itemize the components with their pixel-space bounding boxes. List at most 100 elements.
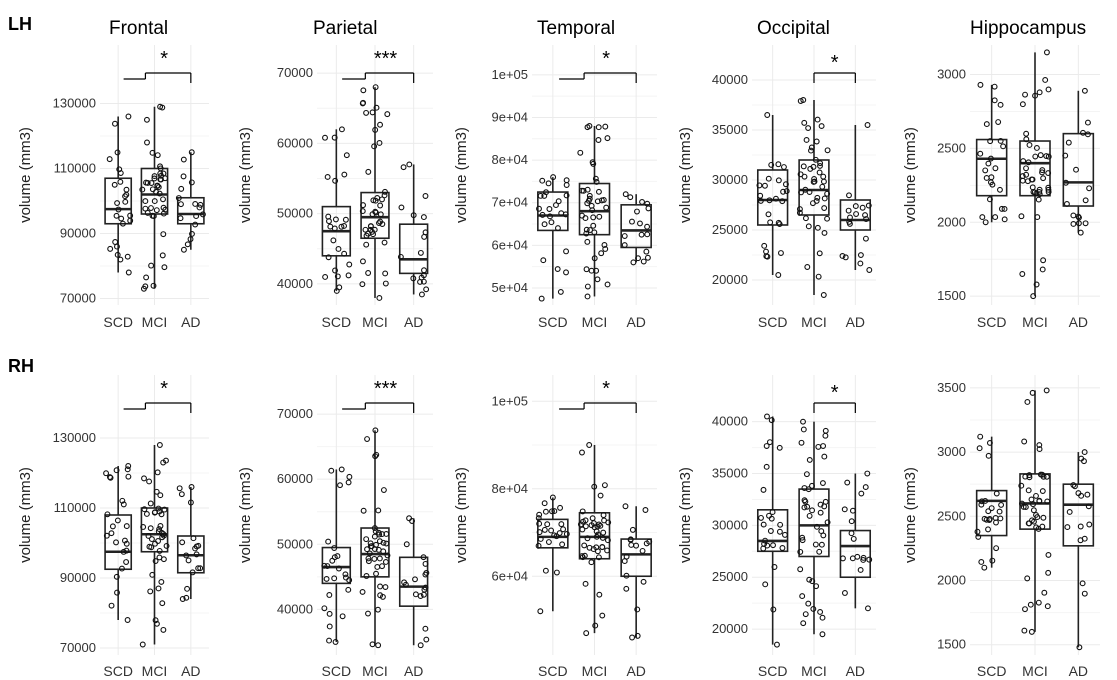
data-point <box>417 278 423 285</box>
data-point <box>640 578 647 585</box>
data-point <box>537 608 544 615</box>
data-point <box>383 531 390 537</box>
y-tick-label: 130000 <box>53 430 96 445</box>
data-point <box>991 97 998 104</box>
box-iqr <box>104 177 133 225</box>
data-point <box>322 274 329 280</box>
data-point <box>123 547 130 554</box>
box-ad <box>175 149 206 253</box>
data-point <box>978 501 985 508</box>
data-point <box>382 559 389 565</box>
data-point <box>818 528 825 535</box>
data-point <box>991 83 998 90</box>
x-tick-label-mci: MCI <box>142 314 168 330</box>
data-point <box>586 544 593 551</box>
data-point <box>997 138 1004 144</box>
data-point <box>849 507 856 514</box>
y-axis-label: volume (mm3) <box>453 467 470 563</box>
data-point <box>582 517 589 524</box>
data-point <box>776 528 783 535</box>
data-point <box>1018 213 1025 220</box>
data-point <box>817 160 824 167</box>
data-point <box>983 175 990 181</box>
data-point <box>188 179 195 186</box>
data-point <box>558 521 565 528</box>
data-point <box>780 188 787 195</box>
data-point <box>535 542 542 549</box>
panel-title-hippocampus: Hippocampus <box>970 18 1086 39</box>
data-point <box>766 439 773 446</box>
y-tick-label: 70000 <box>277 406 313 421</box>
data-point <box>986 196 993 203</box>
box-iqr <box>975 489 1008 537</box>
data-point <box>339 613 346 620</box>
data-point <box>987 155 994 162</box>
data-point <box>846 220 853 227</box>
data-point <box>811 176 818 182</box>
data-point <box>800 426 807 433</box>
box-iqr <box>398 556 429 607</box>
data-point <box>761 242 768 249</box>
data-point <box>330 237 337 244</box>
data-point <box>985 526 991 533</box>
x-tick-label-ad: AD <box>181 314 200 330</box>
data-point <box>1062 179 1069 186</box>
data-point <box>849 555 856 562</box>
data-point <box>864 122 871 128</box>
data-point <box>579 526 586 533</box>
box-iqr <box>398 223 429 275</box>
data-point <box>152 617 159 624</box>
data-point <box>160 204 167 211</box>
box-iqr <box>176 196 205 225</box>
data-point <box>766 512 772 519</box>
data-point <box>822 498 829 505</box>
data-point <box>989 181 996 188</box>
significance-label: * <box>831 382 839 404</box>
panel-lh-hippocampus: Hippocampus volume (mm3) 1500 2000 2500 3000 S… <box>902 18 1100 330</box>
y-tick-label: 50000 <box>277 536 313 551</box>
data-point <box>1044 603 1051 610</box>
y-tick-label: 70000 <box>60 640 96 655</box>
significance-bracket: * <box>559 378 637 413</box>
data-point <box>774 641 780 648</box>
data-point <box>325 538 332 545</box>
data-point <box>1025 487 1032 494</box>
data-point <box>841 590 848 596</box>
data-point <box>818 123 825 130</box>
y-tick-label: 25000 <box>712 569 748 584</box>
x-tick-label-mci: MCI <box>362 663 388 679</box>
data-point <box>421 586 428 593</box>
x-tick-label-ad: AD <box>846 663 865 679</box>
data-point <box>582 580 589 587</box>
data-point <box>1045 569 1052 576</box>
y-tick-label: 1e+05 <box>491 393 528 408</box>
data-point <box>422 571 429 578</box>
data-point <box>556 530 563 537</box>
data-point <box>563 269 569 276</box>
data-point <box>125 463 132 469</box>
data-point <box>592 175 599 182</box>
data-point <box>768 161 775 168</box>
x-tick-label-scd: SCD <box>977 663 1007 679</box>
data-point <box>1031 518 1037 525</box>
data-point <box>148 205 154 211</box>
panel-lh-temporal: Temporal volume (mm3) 5e+04 6e+04 7e+04 8e+04… <box>453 18 657 330</box>
data-point <box>1066 508 1073 515</box>
data-point <box>776 444 783 451</box>
data-point <box>629 218 635 225</box>
data-point <box>328 467 335 474</box>
data-point <box>332 267 338 274</box>
data-point <box>109 523 116 530</box>
data-point <box>998 501 1005 508</box>
data-point <box>116 166 123 173</box>
data-point <box>197 565 204 572</box>
data-point <box>548 219 555 226</box>
data-point <box>124 253 131 260</box>
data-point <box>1019 177 1026 184</box>
data-point <box>627 536 634 543</box>
box-scd <box>321 466 353 645</box>
data-point <box>563 248 570 255</box>
data-point <box>1025 159 1032 166</box>
significance-bracket: *** <box>342 378 415 413</box>
data-point <box>584 293 591 300</box>
